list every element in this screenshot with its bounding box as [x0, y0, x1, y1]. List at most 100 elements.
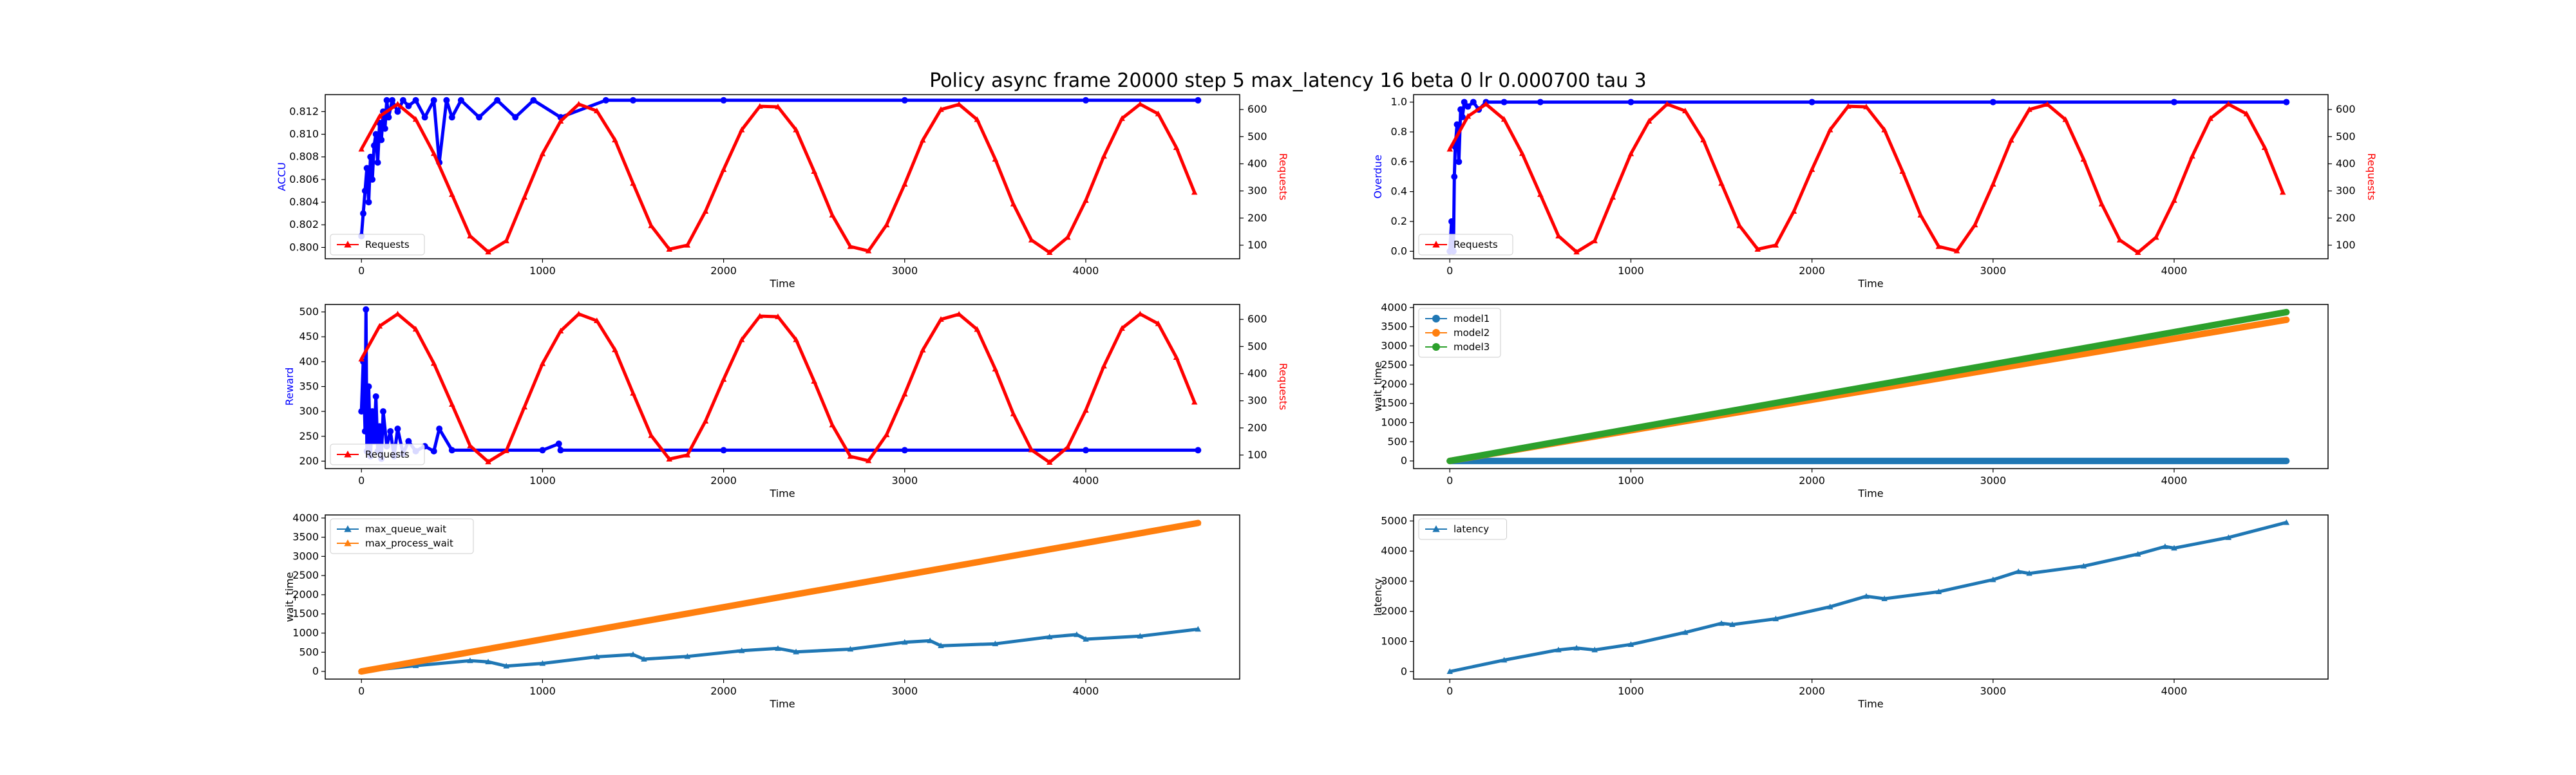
data-point — [358, 668, 365, 674]
data-point — [1195, 626, 1202, 632]
data-point — [602, 97, 609, 104]
data-point — [2171, 545, 2177, 551]
data-point — [1537, 98, 1544, 106]
data-point — [394, 310, 401, 317]
data-point — [648, 222, 654, 229]
data-point — [1718, 620, 1725, 626]
data-point — [1028, 236, 1035, 243]
data-point — [2243, 110, 2250, 117]
data-point — [530, 97, 537, 104]
data-point — [369, 176, 376, 183]
data-point — [457, 97, 464, 104]
data-point — [1663, 100, 1671, 107]
data-point — [1736, 222, 1743, 229]
data-point — [1808, 98, 1815, 106]
data-point — [1537, 191, 1544, 197]
y-right-tick-label: 600 — [1247, 103, 1267, 115]
data-point — [1137, 100, 1144, 107]
data-point — [775, 313, 781, 319]
data-point — [666, 456, 673, 462]
y-tick-label: 4000 — [292, 512, 319, 524]
data-point — [2135, 550, 2141, 557]
y-tick-label: 0.8 — [1391, 126, 1407, 138]
y-right-tick-label: 500 — [1247, 340, 1267, 352]
data-point — [376, 322, 383, 329]
data-point — [1555, 232, 1562, 239]
data-point — [412, 116, 419, 122]
data-point — [430, 360, 437, 366]
series-group — [358, 97, 1202, 256]
y-right-tick-label: 600 — [2336, 103, 2356, 115]
data-point — [1935, 243, 1942, 249]
y-tick-label: 0.812 — [289, 105, 319, 117]
data-point — [720, 97, 727, 104]
data-point — [775, 645, 781, 651]
legend-label: max_queue_wait — [365, 523, 446, 536]
data-point — [1682, 107, 1689, 114]
data-point — [405, 102, 412, 109]
data-point — [358, 145, 365, 152]
data-point — [2283, 519, 2290, 525]
data-point — [1790, 208, 1797, 214]
data-point — [494, 97, 501, 104]
data-point — [2062, 116, 2069, 122]
y-tick-label: 0.0 — [1391, 245, 1407, 257]
data-point — [367, 153, 374, 160]
data-point — [847, 453, 854, 459]
data-point — [738, 126, 745, 133]
series-line-model3 — [1446, 308, 2290, 465]
data-point — [1137, 310, 1144, 317]
y-right-tick-label: 400 — [1247, 157, 1267, 169]
data-point — [448, 114, 455, 121]
legend-swatch-marker — [344, 451, 352, 458]
data-point — [927, 637, 933, 644]
data-point — [1953, 247, 1960, 254]
data-point — [1065, 444, 1071, 450]
data-point — [1065, 234, 1071, 240]
data-point — [557, 118, 564, 124]
legend: Requests — [1418, 234, 1513, 256]
series-group — [1446, 519, 2290, 675]
data-point — [512, 114, 519, 121]
data-point — [376, 423, 383, 430]
x-tick-label: 1000 — [529, 265, 556, 277]
legend-swatch-marker — [344, 525, 352, 532]
axes-frame — [325, 94, 1240, 259]
x-tick-label: 0 — [1446, 265, 1453, 277]
legend-label: model2 — [1454, 327, 1490, 339]
y-tick-label: 4000 — [1381, 545, 1407, 557]
data-point — [1772, 615, 1779, 622]
series-line-max_process_wait — [358, 519, 1202, 675]
data-point — [539, 660, 546, 666]
data-point — [485, 458, 491, 465]
y-tick-label: 200 — [299, 454, 319, 467]
data-point — [720, 376, 727, 382]
y-axis-label: wait_time — [1372, 362, 1385, 412]
data-point — [612, 346, 618, 353]
data-point — [1718, 180, 1725, 186]
data-point — [1729, 621, 1736, 628]
x-tick-label: 3000 — [891, 265, 918, 277]
data-point — [1989, 98, 1996, 106]
x-tick-label: 2000 — [1799, 265, 1825, 277]
data-point — [630, 180, 636, 186]
data-point — [369, 408, 376, 415]
y-tick-label: 1000 — [1381, 416, 1407, 429]
x-tick-label: 4000 — [1073, 265, 1099, 277]
legend: model1 model2 model3 — [1418, 308, 1501, 358]
data-point — [1101, 153, 1107, 159]
data-point — [1137, 633, 1144, 639]
data-point — [1010, 410, 1017, 416]
y-tick-label: 3000 — [1381, 575, 1407, 587]
y-tick-label: 1500 — [1381, 397, 1407, 409]
axes-frame — [1413, 94, 2329, 259]
data-point — [1119, 325, 1125, 331]
data-point — [1446, 458, 1454, 465]
data-point — [372, 393, 379, 400]
x-tick-label: 0 — [358, 265, 365, 277]
data-point — [883, 431, 890, 438]
data-point — [1454, 121, 1461, 128]
axes-frame — [1413, 304, 2329, 469]
y-tick-label: 300 — [299, 405, 319, 417]
data-point — [1591, 238, 1598, 243]
